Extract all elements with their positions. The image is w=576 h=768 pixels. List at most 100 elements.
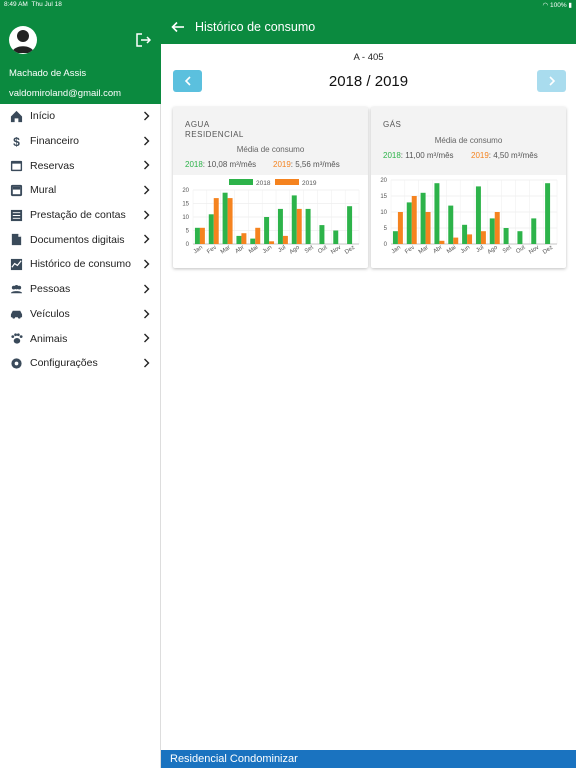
chevron-right-icon — [144, 259, 150, 269]
y-tick-label: 5 — [384, 226, 388, 232]
x-tick-label: Mar — [418, 245, 430, 256]
bar-2019-abr — [439, 240, 445, 244]
bar-2019-mar — [425, 212, 431, 244]
x-tick-label: Mai — [248, 245, 259, 255]
wifi-icon: ◠ — [542, 2, 549, 9]
sidebar-menu: Início $ Financeiro Reservas Mural Prestação … — [0, 104, 161, 376]
x-tick-label: Set — [304, 245, 315, 255]
legend-label-2018: 2018 — [256, 180, 271, 187]
x-tick-label: Jun — [460, 245, 471, 255]
bar-2018-abr — [434, 183, 440, 244]
bar-2018-fev — [406, 202, 412, 244]
sidebar: Machado de Assis valdomiroland@gmail.com… — [0, 0, 161, 768]
x-tick-label: Abr — [432, 245, 443, 255]
average-2018: 2018: 10,08 m³/mês — [185, 160, 257, 169]
average-2018: 2018: 11,00 m³/mês — [383, 151, 454, 160]
settings-icon — [10, 357, 23, 370]
bar-2018-jun — [264, 217, 270, 244]
chevron-right-icon — [144, 185, 150, 195]
logout-icon[interactable] — [135, 32, 152, 48]
status-bar: 8:49 AM Thu Jul 18 ◠ 100% ▮ — [0, 0, 576, 10]
sidebar-item-chart-line[interactable]: Histórico de consumo — [0, 252, 161, 277]
sidebar-item-label: Financeiro — [30, 135, 80, 148]
chevron-right-icon — [144, 358, 150, 368]
water-consumption-chart: 2018 2019 0 5 10 15 20 Jan Fev Mar Abr Mai Jun Jul Ago… — [182, 179, 360, 256]
sidebar-item-label: Prestação de contas — [30, 209, 126, 222]
y-tick-label: 0 — [384, 242, 388, 248]
sidebar-item-dollar[interactable]: $ Financeiro — [0, 129, 161, 154]
paw-icon — [10, 332, 23, 345]
top-bar: Histórico de consumo — [161, 0, 576, 44]
report-icon — [10, 209, 23, 222]
legend-swatch-2019 — [275, 179, 299, 185]
card-title: GÁS — [383, 120, 402, 129]
y-tick-label: 15 — [182, 202, 189, 208]
sidebar-item-report[interactable]: Prestação de contas — [0, 203, 161, 228]
avatar[interactable] — [9, 26, 37, 54]
x-tick-label: Mar — [220, 245, 232, 256]
period-label: 2018 / 2019 — [328, 73, 409, 90]
bar-2018-jul — [475, 186, 481, 244]
sidebar-item-label: Configurações — [30, 357, 98, 370]
bar-2018-mai — [250, 238, 256, 244]
bar-2018-abr — [236, 235, 242, 244]
chart-line-icon — [10, 258, 23, 271]
chevron-right-icon — [144, 234, 150, 244]
bar-2019-fev — [213, 198, 219, 244]
sidebar-item-paw[interactable]: Animais — [0, 326, 161, 351]
car-icon — [10, 307, 23, 320]
sidebar-item-people[interactable]: Pessoas — [0, 277, 161, 302]
average-label: Média de consumo — [236, 145, 305, 154]
bar-2019-jun — [467, 234, 473, 244]
sidebar-item-settings[interactable]: Configurações — [0, 351, 161, 376]
bar-2018-set — [305, 208, 311, 244]
x-tick-label: Nov — [330, 245, 342, 256]
bar-2018-mar — [222, 192, 228, 244]
sidebar-item-car[interactable]: Veículos — [0, 302, 161, 327]
x-tick-label: Fev — [206, 245, 218, 256]
x-tick-label: Jan — [391, 245, 402, 255]
x-tick-label: Jun — [262, 245, 273, 255]
user-name: Machado de Assis — [9, 68, 87, 79]
sidebar-header: Machado de Assis valdomiroland@gmail.com — [0, 0, 161, 104]
average-label: Média de consumo — [434, 136, 503, 145]
x-tick-label: Jul — [475, 245, 485, 254]
svg-text:$: $ — [13, 135, 20, 148]
bar-2019-mai — [453, 237, 459, 244]
legend-label-2019: 2019 — [302, 180, 317, 187]
sidebar-item-label: Animais — [30, 332, 68, 345]
x-tick-label: Ago — [487, 244, 500, 255]
document-icon — [10, 233, 23, 246]
page-title: Histórico de consumo — [195, 20, 316, 34]
bar-2018-mai — [448, 205, 454, 244]
consumption-card-water[interactable]: AGUA RESIDENCIAL Média de consumo 2018: … — [173, 107, 368, 268]
chevron-left-icon — [184, 76, 191, 86]
user-email: valdomiroland@gmail.com — [9, 88, 122, 99]
x-tick-label: Nov — [528, 245, 540, 256]
bar-2019-jul — [282, 235, 288, 244]
card-header: GÁS Média de consumo 2018: 11,00 m³/mês … — [371, 107, 566, 175]
chevron-right-icon — [144, 284, 150, 294]
sidebar-item-label: Pessoas — [30, 283, 71, 296]
bar-2018-out — [517, 231, 523, 244]
sidebar-item-board[interactable]: Mural — [0, 178, 161, 203]
bar-2019-jan — [397, 212, 403, 244]
next-period-button[interactable] — [537, 70, 566, 92]
sidebar-item-calendar[interactable]: Reservas — [0, 153, 161, 178]
sidebar-item-document[interactable]: Documentos digitais — [0, 227, 161, 252]
previous-period-button[interactable] — [173, 70, 202, 92]
consumption-card-gas[interactable]: GÁS Média de consumo 2018: 11,00 m³/mês … — [371, 107, 566, 268]
bar-2018-dez — [347, 206, 353, 244]
bar-2018-mar — [420, 192, 426, 244]
bar-2018-ago — [291, 195, 297, 244]
chevron-right-icon — [548, 76, 555, 86]
legend-label-2018: 2018 — [454, 175, 469, 177]
sidebar-item-home[interactable]: Início — [0, 104, 161, 129]
battery-icon: ▮ — [568, 2, 572, 9]
x-tick-label: Jan — [193, 245, 204, 255]
legend-label-2019: 2019 — [500, 175, 515, 177]
y-tick-label: 15 — [380, 194, 387, 200]
back-arrow-icon[interactable] — [171, 20, 185, 34]
bar-2018-set — [503, 228, 509, 244]
